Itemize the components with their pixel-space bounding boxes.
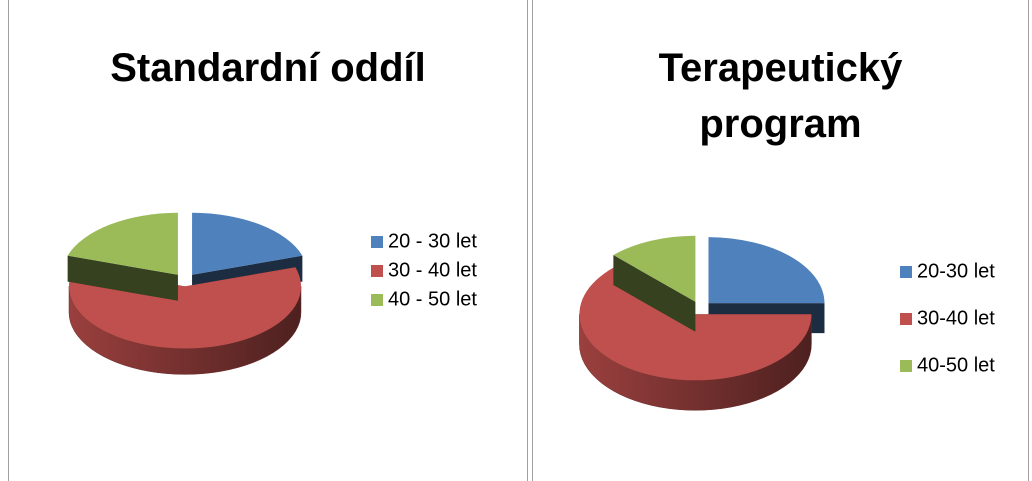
legend-swatch	[371, 236, 383, 248]
slice-top	[613, 235, 696, 302]
legend-label: 30 - 40 let	[388, 259, 477, 281]
legend-label: 20 - 30 let	[388, 230, 477, 252]
chart-cell: 20-30 let 30-40 let 40-50 let Terapeutický…	[532, 0, 1029, 481]
legend-label: 40 - 50 let	[388, 288, 477, 310]
slice-top	[708, 237, 825, 304]
chart-title: Terapeutický program	[658, 46, 903, 146]
legend-swatch	[900, 313, 912, 325]
chart-cell: 20 - 30 let 30 - 40 let 40 - 50 let Standa…	[8, 0, 528, 481]
slice-face	[613, 255, 696, 332]
legend-label: 20-30 let	[917, 260, 995, 282]
legend-label: 30-40 let	[917, 307, 995, 329]
pie-slice	[613, 235, 696, 332]
pie-slice	[67, 212, 178, 301]
legend-swatch	[371, 265, 383, 277]
legend-swatch	[900, 266, 912, 278]
chart: 20-30 let 30-40 let 40-50 let	[579, 235, 995, 411]
legend-label: 40-50 let	[917, 354, 995, 376]
slice-top	[192, 212, 303, 275]
slice-face	[67, 255, 178, 301]
slice-top	[67, 212, 178, 275]
legend-swatch	[900, 360, 912, 372]
chart: 20 - 30 let 30 - 40 let 40 - 50 let	[67, 212, 477, 375]
chart-title: Standardní oddíl	[110, 46, 426, 90]
legend-swatch	[371, 294, 383, 306]
